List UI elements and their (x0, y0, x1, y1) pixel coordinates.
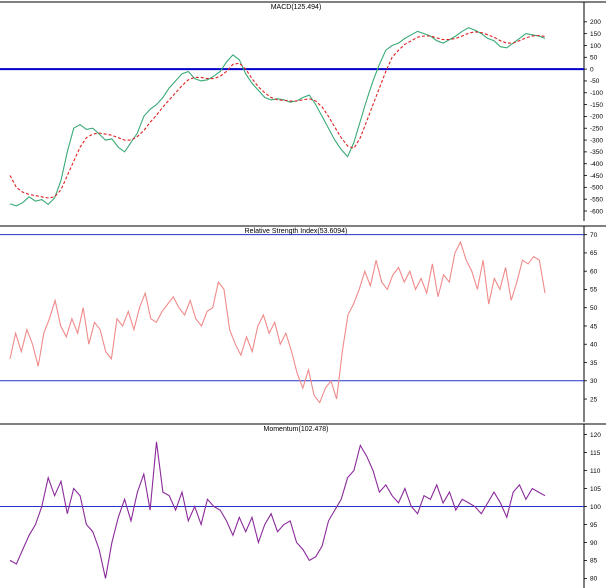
y-tick-label: -600 (590, 208, 603, 215)
chart-title: Momentum(102.478) (264, 426, 329, 433)
chart-title: Relative Strength Index(53.6094) (245, 228, 348, 235)
y-tick-label: -150 (590, 102, 603, 109)
y-tick-label: 85 (590, 558, 598, 565)
y-tick-label: 45 (590, 323, 598, 330)
y-tick-label: 70 (590, 232, 598, 239)
y-tick-label: 30 (590, 378, 598, 385)
series-line-1 (9, 27, 546, 207)
series-line-2 (9, 31, 546, 199)
momentum-panel: Momentum(102.478) 120 115 110 105 100 95 90 85 80 (0, 423, 606, 588)
y-tick-label: 120 (590, 432, 601, 439)
y-tick-label: 60 (590, 268, 598, 275)
y-tick-label: -400 (590, 161, 603, 168)
chart-title: MACD(125.494) (271, 4, 322, 11)
y-tick-label: 95 (590, 522, 598, 529)
y-tick-label: 50 (590, 55, 598, 62)
y-tick-label: 35 (590, 360, 598, 367)
rsi-panel: Relative Strength Index(53.6094) 70 65 60 55… (0, 225, 606, 422)
y-tick-label: 200 (590, 19, 601, 26)
y-tick-label: 40 (590, 342, 598, 349)
y-tick-label: -200 (590, 114, 603, 121)
y-tick-label: -350 (590, 149, 603, 156)
y-tick-label: 90 (590, 540, 598, 547)
y-tick-label: 100 (590, 43, 601, 50)
y-tick-label: 25 (590, 396, 598, 403)
series-line-1 (9, 441, 546, 579)
y-tick-label: -500 (590, 185, 603, 192)
y-tick-label: -300 (590, 137, 603, 144)
y-tick-label: -550 (590, 196, 603, 203)
y-tick-label: 0 (590, 66, 594, 73)
y-tick-label: 105 (590, 486, 601, 493)
y-tick-label: -50 (590, 78, 600, 85)
macd-panel: MACD(125.494) 200 150 100 50 0 -50 -100 -150 -200… (0, 1, 606, 221)
y-tick-label: 110 (590, 468, 601, 475)
y-tick-label: 55 (590, 287, 598, 294)
y-tick-label: 115 (590, 450, 601, 457)
y-tick-label: -250 (590, 126, 603, 133)
y-tick-label: 80 (590, 576, 598, 583)
y-tick-label: -100 (590, 90, 603, 97)
y-tick-label: -450 (590, 173, 603, 180)
series-line-1 (9, 240, 546, 404)
y-tick-label: 65 (590, 250, 598, 257)
y-tick-label: 50 (590, 305, 598, 312)
y-tick-label: 150 (590, 31, 601, 38)
y-tick-label: 100 (590, 504, 601, 511)
